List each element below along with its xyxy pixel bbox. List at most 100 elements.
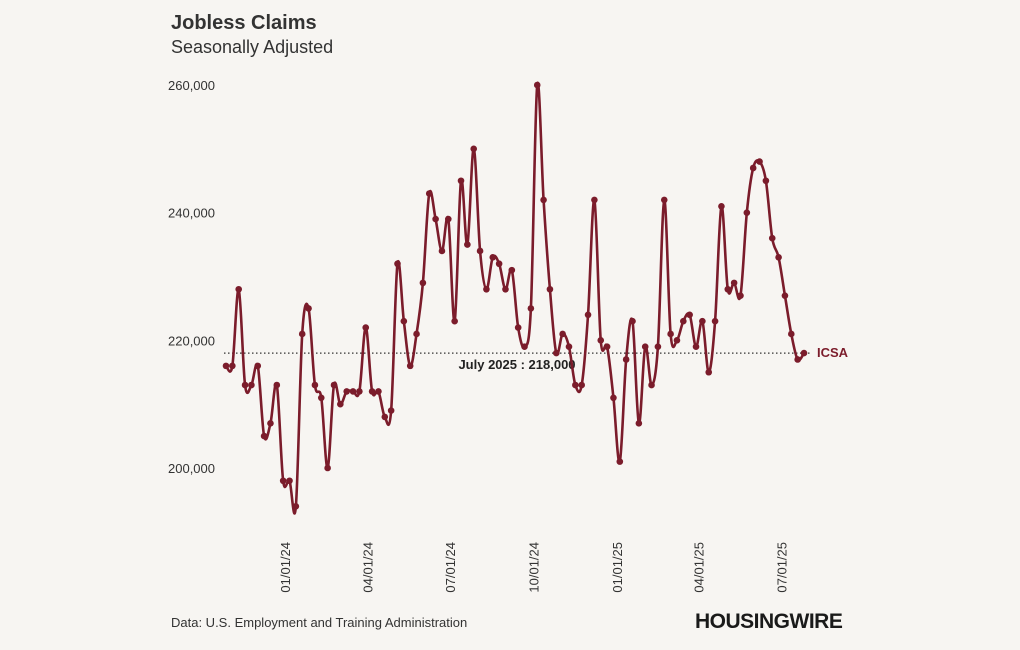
data-point[interactable]: [470, 145, 478, 153]
data-point[interactable]: [406, 362, 414, 370]
data-point[interactable]: [533, 81, 541, 89]
data-point[interactable]: [756, 158, 763, 165]
data-point[interactable]: [781, 292, 789, 299]
data-point[interactable]: [718, 202, 725, 210]
data-point[interactable]: [432, 215, 439, 223]
data-point[interactable]: [248, 381, 255, 389]
data-point[interactable]: [572, 381, 579, 389]
data-point[interactable]: [279, 477, 287, 485]
data-point[interactable]: [267, 420, 274, 427]
x-tick-label: 04/01/25: [692, 542, 707, 593]
data-point[interactable]: [400, 317, 408, 325]
data-point[interactable]: [286, 477, 293, 485]
data-point[interactable]: [641, 343, 649, 351]
data-point[interactable]: [527, 305, 535, 312]
data-point[interactable]: [457, 177, 465, 185]
data-point[interactable]: [317, 394, 325, 402]
data-point[interactable]: [724, 285, 732, 293]
data-point[interactable]: [629, 317, 636, 325]
data-point[interactable]: [343, 388, 350, 395]
data-point[interactable]: [635, 420, 643, 427]
data-point[interactable]: [419, 279, 427, 287]
data-point[interactable]: [495, 260, 503, 268]
data-point[interactable]: [610, 394, 617, 402]
annotation-group: ICSA: [817, 345, 849, 360]
housingwire-logo[interactable]: HOUSINGWIRE: [695, 610, 843, 633]
x-tick-label: 10/01/24: [527, 542, 542, 593]
x-tick-label: 07/01/24: [443, 542, 458, 593]
data-point[interactable]: [222, 362, 230, 370]
data-point[interactable]: [552, 349, 560, 357]
data-point[interactable]: [622, 356, 630, 363]
data-point[interactable]: [368, 388, 376, 395]
data-point[interactable]: [559, 330, 566, 338]
data-point[interactable]: [737, 292, 744, 299]
data-point[interactable]: [584, 311, 592, 319]
data-point[interactable]: [591, 196, 598, 204]
data-point[interactable]: [438, 247, 446, 255]
data-point[interactable]: [337, 400, 344, 408]
data-point[interactable]: [254, 362, 262, 370]
data-point[interactable]: [648, 381, 655, 389]
data-point[interactable]: [762, 177, 770, 185]
data-point[interactable]: [483, 285, 490, 293]
data-point[interactable]: [514, 324, 522, 331]
data-point[interactable]: [387, 407, 395, 414]
data-point[interactable]: [425, 190, 433, 197]
data-point[interactable]: [546, 285, 554, 293]
data-point[interactable]: [235, 285, 243, 293]
data-point[interactable]: [464, 241, 471, 248]
data-point[interactable]: [451, 317, 458, 325]
x-tick-label: 07/01/25: [774, 542, 789, 593]
data-point[interactable]: [445, 215, 452, 223]
data-point[interactable]: [692, 343, 700, 351]
data-point[interactable]: [673, 337, 681, 344]
data-point[interactable]: [324, 464, 331, 472]
data-point[interactable]: [680, 317, 687, 325]
data-point[interactable]: [298, 330, 306, 338]
data-point[interactable]: [362, 324, 370, 331]
data-point[interactable]: [667, 330, 674, 338]
data-point[interactable]: [794, 356, 801, 363]
y-tick-label: 240,000: [168, 206, 215, 221]
chart-title: Jobless Claims: [171, 12, 317, 34]
data-point[interactable]: [597, 337, 605, 344]
data-point[interactable]: [489, 254, 497, 261]
data-point[interactable]: [521, 343, 528, 351]
data-point[interactable]: [502, 285, 509, 293]
data-point[interactable]: [311, 381, 319, 389]
data-point[interactable]: [616, 458, 624, 465]
data-point[interactable]: [381, 413, 389, 421]
data-point[interactable]: [273, 381, 281, 389]
data-point[interactable]: [229, 362, 236, 370]
data-point[interactable]: [660, 196, 668, 204]
data-point[interactable]: [749, 164, 757, 172]
data-point[interactable]: [578, 381, 585, 389]
data-point[interactable]: [260, 432, 268, 440]
data-point[interactable]: [394, 260, 401, 268]
data-point[interactable]: [768, 234, 776, 242]
data-point[interactable]: [686, 311, 693, 319]
data-point[interactable]: [356, 388, 363, 395]
data-point[interactable]: [349, 388, 357, 395]
data-point[interactable]: [800, 349, 808, 357]
data-point[interactable]: [743, 209, 751, 216]
data-point[interactable]: [413, 330, 420, 338]
data-point[interactable]: [292, 503, 300, 510]
data-point[interactable]: [787, 330, 795, 338]
data-point[interactable]: [705, 368, 713, 376]
data-point[interactable]: [565, 343, 573, 351]
data-point[interactable]: [730, 279, 738, 287]
data-point[interactable]: [540, 196, 547, 204]
data-point[interactable]: [241, 381, 249, 389]
data-point[interactable]: [711, 317, 719, 325]
data-point[interactable]: [775, 254, 782, 261]
data-point[interactable]: [603, 343, 611, 351]
data-point[interactable]: [375, 388, 382, 395]
data-point[interactable]: [699, 317, 706, 325]
data-point[interactable]: [654, 343, 662, 351]
data-point[interactable]: [305, 305, 312, 312]
data-point[interactable]: [508, 266, 516, 274]
data-point[interactable]: [330, 381, 338, 389]
data-point[interactable]: [476, 247, 484, 255]
